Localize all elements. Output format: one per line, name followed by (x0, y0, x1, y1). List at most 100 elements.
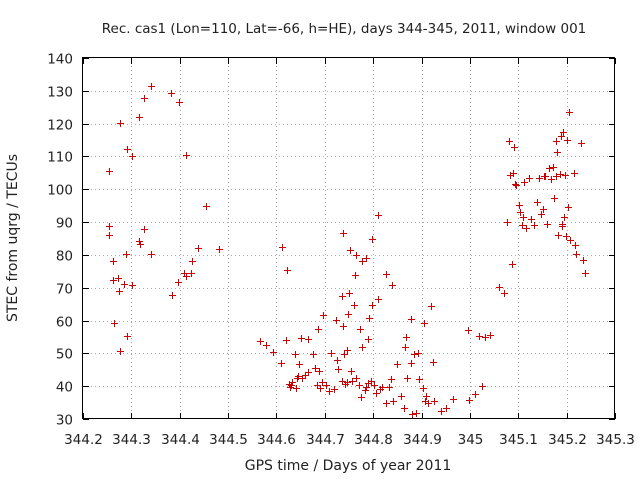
data-point (106, 168, 113, 175)
data-point (183, 273, 190, 280)
data-point (386, 384, 393, 391)
data-point (403, 334, 410, 341)
data-point (110, 277, 117, 284)
data-point (379, 384, 386, 391)
data-point (136, 114, 143, 121)
data-point (356, 382, 363, 389)
data-point (401, 405, 408, 412)
data-point (472, 391, 479, 398)
y-tick-label: 140 (47, 52, 73, 68)
data-point (346, 290, 353, 297)
data-point (578, 140, 585, 147)
data-point (516, 202, 523, 209)
data-point (298, 335, 305, 342)
data-point (169, 292, 176, 299)
data-point (137, 241, 144, 248)
data-point (115, 275, 122, 282)
data-point (528, 216, 535, 223)
data-point (183, 152, 190, 159)
data-point (553, 173, 560, 180)
data-point (314, 382, 321, 389)
data-point (580, 257, 587, 264)
y-tick-label: 60 (56, 315, 73, 331)
data-point (288, 382, 295, 389)
data-point (404, 375, 411, 382)
data-point (430, 359, 437, 366)
data-point (295, 373, 302, 380)
data-point (352, 272, 359, 279)
data-point (189, 258, 196, 265)
data-point (110, 258, 117, 265)
data-point (148, 251, 155, 258)
data-point (299, 375, 306, 382)
data-point (296, 361, 303, 368)
data-point (319, 379, 326, 386)
data-point (359, 344, 366, 351)
y-tick-label: 50 (56, 347, 73, 363)
x-tick-label: 344.9 (403, 432, 442, 448)
data-point (371, 382, 378, 389)
data-point (559, 223, 566, 230)
y-tick-labels: 30 40 50 60 70 80 90 100 110 120 130 140 (47, 52, 73, 429)
data-point (479, 383, 486, 390)
data-point (347, 247, 354, 254)
data-point (389, 282, 396, 289)
data-point (349, 378, 356, 385)
data-point (544, 221, 551, 228)
data-point (366, 315, 373, 322)
data-point (353, 252, 360, 259)
data-point (413, 410, 420, 417)
data-point (312, 365, 319, 372)
data-point (141, 95, 148, 102)
data-point (121, 281, 128, 288)
data-point (511, 144, 518, 151)
data-point (375, 296, 382, 303)
data-point (572, 242, 579, 249)
data-point (358, 394, 365, 401)
y-axis-label: STEC from uqrg / TECUs (5, 154, 21, 322)
data-point (320, 312, 327, 319)
data-point (357, 326, 364, 333)
data-point (571, 170, 578, 177)
chart-title: Rec. cas1 (Lon=110, Lat=-66, h=HE), days… (102, 21, 587, 37)
data-point (326, 388, 333, 395)
x-tick-label: 344.2 (64, 432, 103, 448)
data-point (506, 138, 513, 145)
data-point (534, 199, 541, 206)
data-point (517, 209, 524, 216)
y-tick-label: 100 (47, 183, 73, 199)
data-point (513, 182, 520, 189)
x-tick-label: 345 (458, 432, 484, 448)
data-point (425, 400, 432, 407)
data-point (289, 379, 296, 386)
data-point (323, 382, 330, 389)
data-point (345, 311, 352, 318)
data-point (148, 83, 155, 90)
data-point (421, 320, 428, 327)
data-point (124, 146, 131, 153)
data-point (316, 368, 323, 375)
data-point (373, 390, 380, 397)
data-point (523, 225, 530, 232)
data-point (362, 387, 369, 394)
scatter-points (106, 83, 589, 418)
data-point (383, 400, 390, 407)
y-tick-label: 70 (56, 282, 73, 298)
data-point (555, 232, 562, 239)
data-point (106, 232, 113, 239)
data-point (438, 408, 445, 415)
data-point (560, 129, 567, 136)
data-point (531, 222, 538, 229)
data-point (482, 334, 489, 341)
axis-ticks (83, 58, 616, 420)
data-point (365, 336, 372, 343)
x-tick-label: 344.4 (161, 432, 200, 448)
x-tick-labels: 344.2 344.3 344.4 344.5 344.6 344.7 344.8 344.9… (64, 432, 635, 448)
data-point (388, 376, 395, 383)
data-point (415, 350, 422, 357)
data-point (561, 214, 568, 221)
data-point (416, 376, 423, 383)
data-point (408, 316, 415, 323)
data-point (176, 99, 183, 106)
data-point (216, 246, 223, 253)
